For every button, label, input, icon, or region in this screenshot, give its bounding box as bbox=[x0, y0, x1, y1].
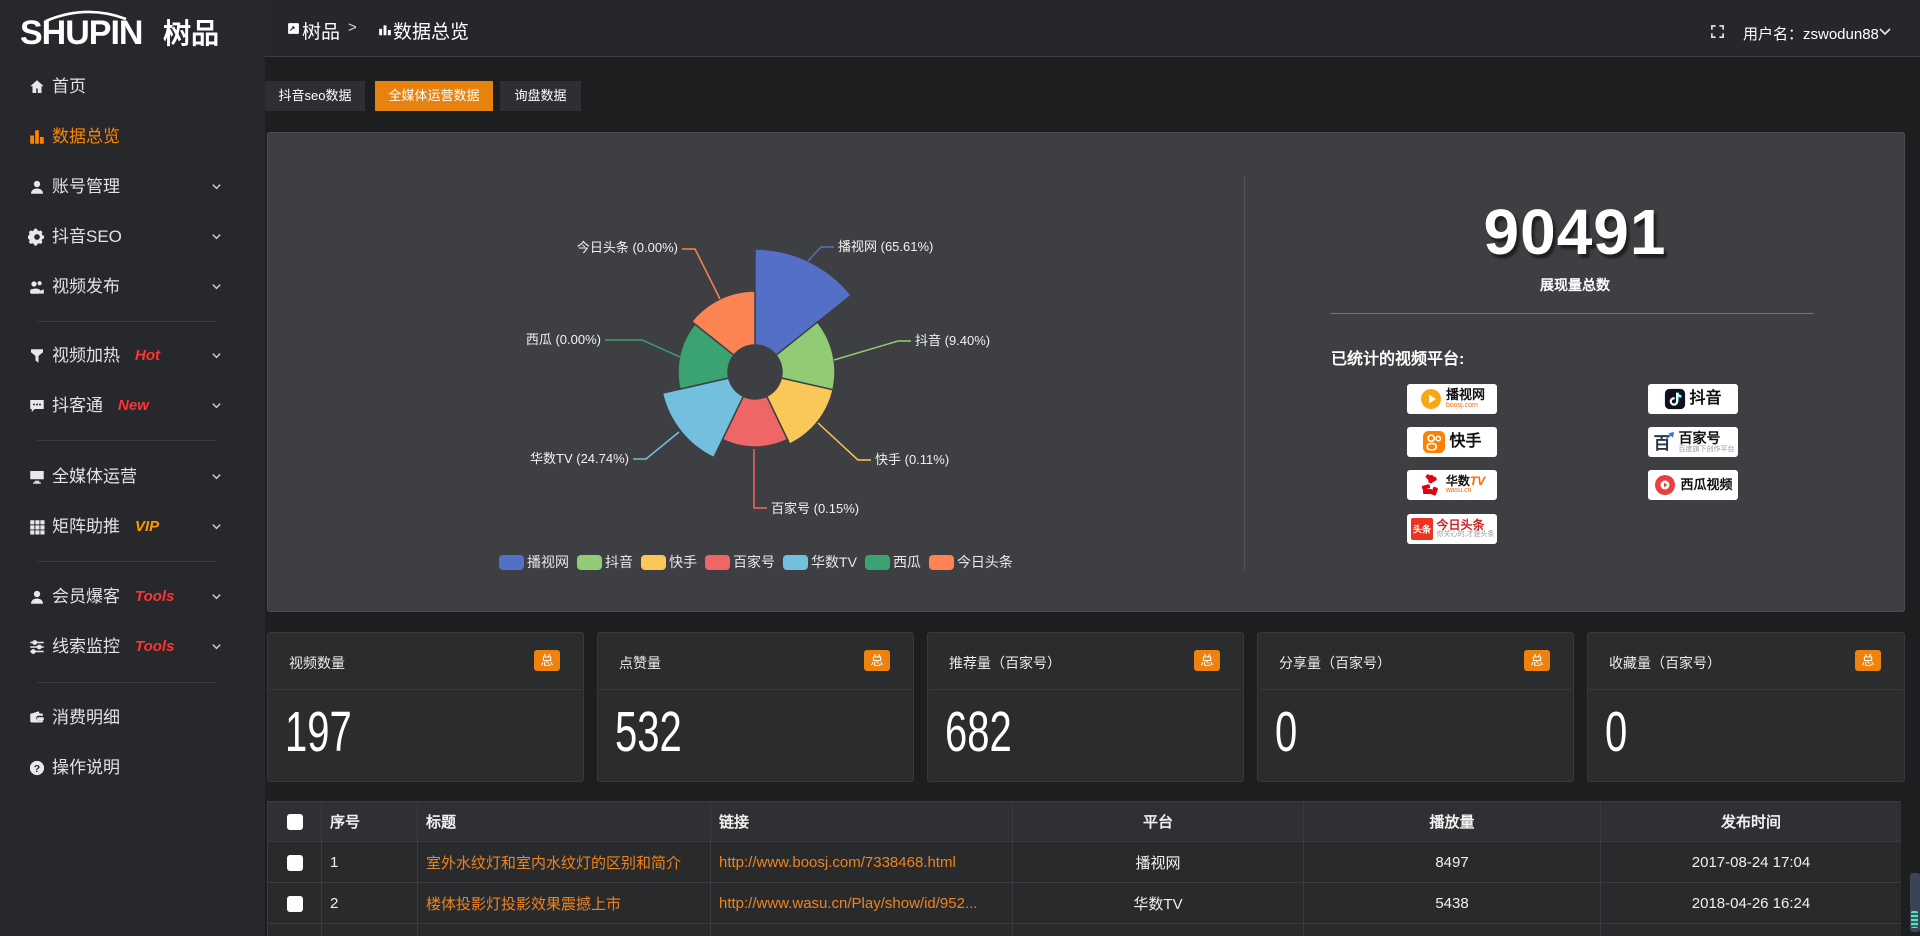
svg-text:西瓜 (0.00%): 西瓜 (0.00%) bbox=[526, 332, 601, 347]
svg-text:快手 (0.11%): 快手 (0.11%) bbox=[875, 452, 949, 467]
svg-text:?: ? bbox=[34, 763, 40, 775]
svg-text:头条: 头条 bbox=[1413, 524, 1432, 535]
svg-text:今日头条 (0.00%): 今日头条 (0.00%) bbox=[577, 240, 678, 255]
svg-text:SHUPIN: SHUPIN bbox=[20, 14, 142, 50]
svg-text:百家号 (0.15%): 百家号 (0.15%) bbox=[771, 501, 859, 516]
svg-text:树品: 树品 bbox=[163, 18, 219, 49]
svg-text:播视网 (65.61%): 播视网 (65.61%) bbox=[838, 239, 933, 254]
svg-text:华数TV (24.74%): 华数TV (24.74%) bbox=[530, 451, 629, 466]
svg-text:抖音 (9.40%): 抖音 (9.40%) bbox=[915, 333, 990, 348]
